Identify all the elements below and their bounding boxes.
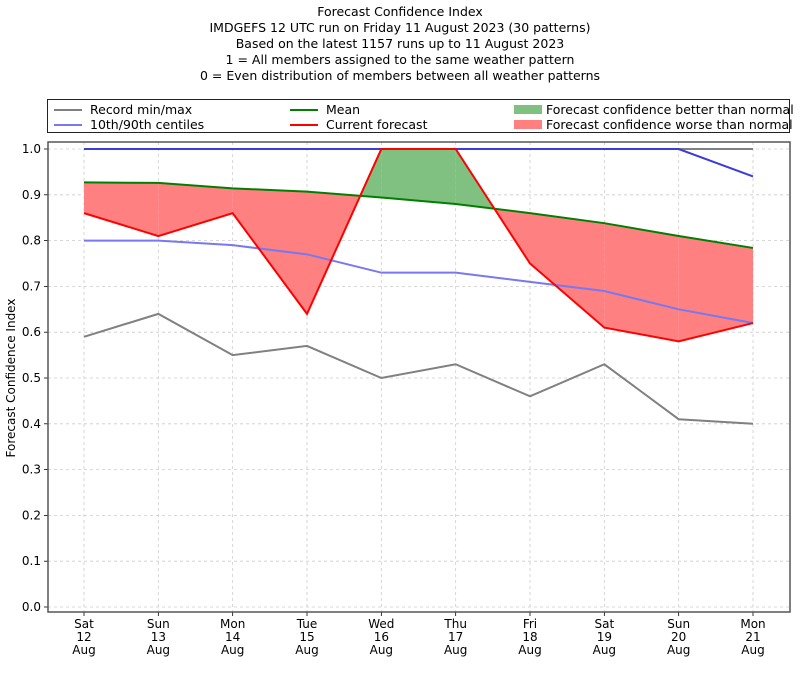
x-tick-label: Aug: [518, 643, 541, 657]
x-tick-label: Sat: [74, 617, 94, 631]
legend-swatch-worse: [514, 120, 542, 129]
y-tick-label: 0.5: [22, 371, 41, 385]
legend-swatch-mean: [290, 108, 318, 111]
x-tick-label: Aug: [221, 643, 244, 657]
y-tick-label: 0.1: [22, 554, 41, 568]
x-tick-label: 13: [151, 630, 166, 644]
y-tick-label: 0.0: [22, 600, 41, 614]
legend-item-mean: Mean: [290, 102, 360, 117]
y-tick-label: 0.7: [22, 279, 41, 293]
worse-than-normal-fill: [158, 182, 233, 237]
10th-centile-line: [84, 239, 754, 325]
y-tick-label: 0.9: [22, 188, 41, 202]
confidence-fills: [84, 149, 753, 342]
chart-legend: Record min/max 10th/90th centiles Mean C…: [47, 99, 794, 133]
legend-item-worse: Forecast confidence worse than normal: [514, 117, 793, 132]
y-axis-label: Forecast Confidence Index: [4, 299, 18, 458]
record-min-line: [83, 312, 754, 425]
chart-subtitle-run: IMDGEFS 12 UTC run on Friday 11 August 2…: [209, 20, 591, 35]
legend-swatch-record: [54, 108, 82, 111]
x-tick-label: Aug: [444, 643, 467, 657]
x-tick-label: 14: [225, 630, 240, 644]
chart-title-block: Forecast Confidence Index IMDGEFS 12 UTC…: [0, 4, 800, 84]
mean-line: [83, 181, 754, 249]
legend-swatch-centiles: [54, 123, 82, 126]
chart-title: Forecast Confidence Index: [317, 4, 483, 19]
x-tick-label: Sat: [594, 617, 614, 631]
x-tick-label: Aug: [593, 643, 616, 657]
legend-item-centiles: 10th/90th centiles: [54, 117, 204, 132]
legend-label-worse: Forecast confidence worse than normal: [546, 117, 793, 132]
x-tick-label: Aug: [295, 643, 318, 657]
x-tick-label: 19: [597, 630, 612, 644]
worse-than-normal-fill: [678, 236, 753, 342]
worse-than-normal-fill: [84, 182, 159, 237]
chart-subtitle-one-meaning: 1 = All members assigned to the same wea…: [225, 52, 575, 67]
x-tick-label: 12: [76, 630, 91, 644]
legend-swatch-forecast: [290, 123, 318, 126]
legend-label-record: Record min/max: [90, 102, 193, 117]
chart-subtitle-zero-meaning: 0 = Even distribution of members between…: [199, 68, 601, 83]
y-tick-label: 0.3: [22, 463, 41, 477]
x-tick-label: Thu: [443, 617, 467, 631]
y-tick-label: 0.4: [22, 417, 41, 431]
worse-than-normal-fill: [530, 213, 605, 328]
legend-item-forecast: Current forecast: [290, 117, 427, 132]
y-tick-label: 0.2: [22, 508, 41, 522]
x-tick-label: Sun: [147, 617, 170, 631]
x-tick-label: Wed: [368, 617, 394, 631]
chart-subtitle-based-on: Based on the latest 1157 runs up to 11 A…: [235, 36, 565, 51]
better-than-normal-fill: [381, 149, 456, 204]
x-tick-label: 20: [671, 630, 686, 644]
x-tick-label: 15: [299, 630, 314, 644]
x-tick-label: Aug: [667, 643, 690, 657]
x-tick-label: Tue: [296, 617, 318, 631]
legend-item-record: Record min/max: [54, 102, 192, 117]
plot-frame: [47, 141, 791, 613]
legend-label-better: Forecast confidence better than normal: [546, 102, 794, 117]
legend-item-better: Forecast confidence better than normal: [514, 102, 794, 117]
x-tick-label: Sun: [667, 617, 690, 631]
worse-than-normal-fill: [604, 223, 679, 342]
x-tick-label: Aug: [741, 643, 764, 657]
x-tick-label: Aug: [370, 643, 393, 657]
legend-swatch-better: [514, 105, 542, 114]
x-tick-label: Mon: [220, 617, 245, 631]
x-tick-label: 17: [448, 630, 463, 644]
legend-label-forecast: Current forecast: [326, 117, 428, 132]
x-tick-label: Aug: [147, 643, 170, 657]
x-tick-label: Aug: [72, 643, 95, 657]
axes: 0.00.10.20.30.40.50.60.70.80.91.0Sat12Au…: [22, 141, 791, 657]
legend-label-centiles: 10th/90th centiles: [90, 117, 205, 132]
y-tick-label: 1.0: [22, 142, 41, 156]
x-tick-label: 21: [745, 630, 760, 644]
y-tick-label: 0.8: [22, 234, 41, 248]
worse-than-normal-fill: [232, 188, 307, 314]
legend-label-mean: Mean: [326, 102, 361, 117]
series-lines: [83, 148, 754, 425]
current-forecast-line: [83, 148, 754, 343]
x-tick-label: 16: [374, 630, 389, 644]
x-tick-label: Fri: [523, 617, 537, 631]
y-tick-label: 0.6: [22, 325, 41, 339]
x-tick-label: 18: [522, 630, 537, 644]
x-tick-label: Mon: [740, 617, 765, 631]
